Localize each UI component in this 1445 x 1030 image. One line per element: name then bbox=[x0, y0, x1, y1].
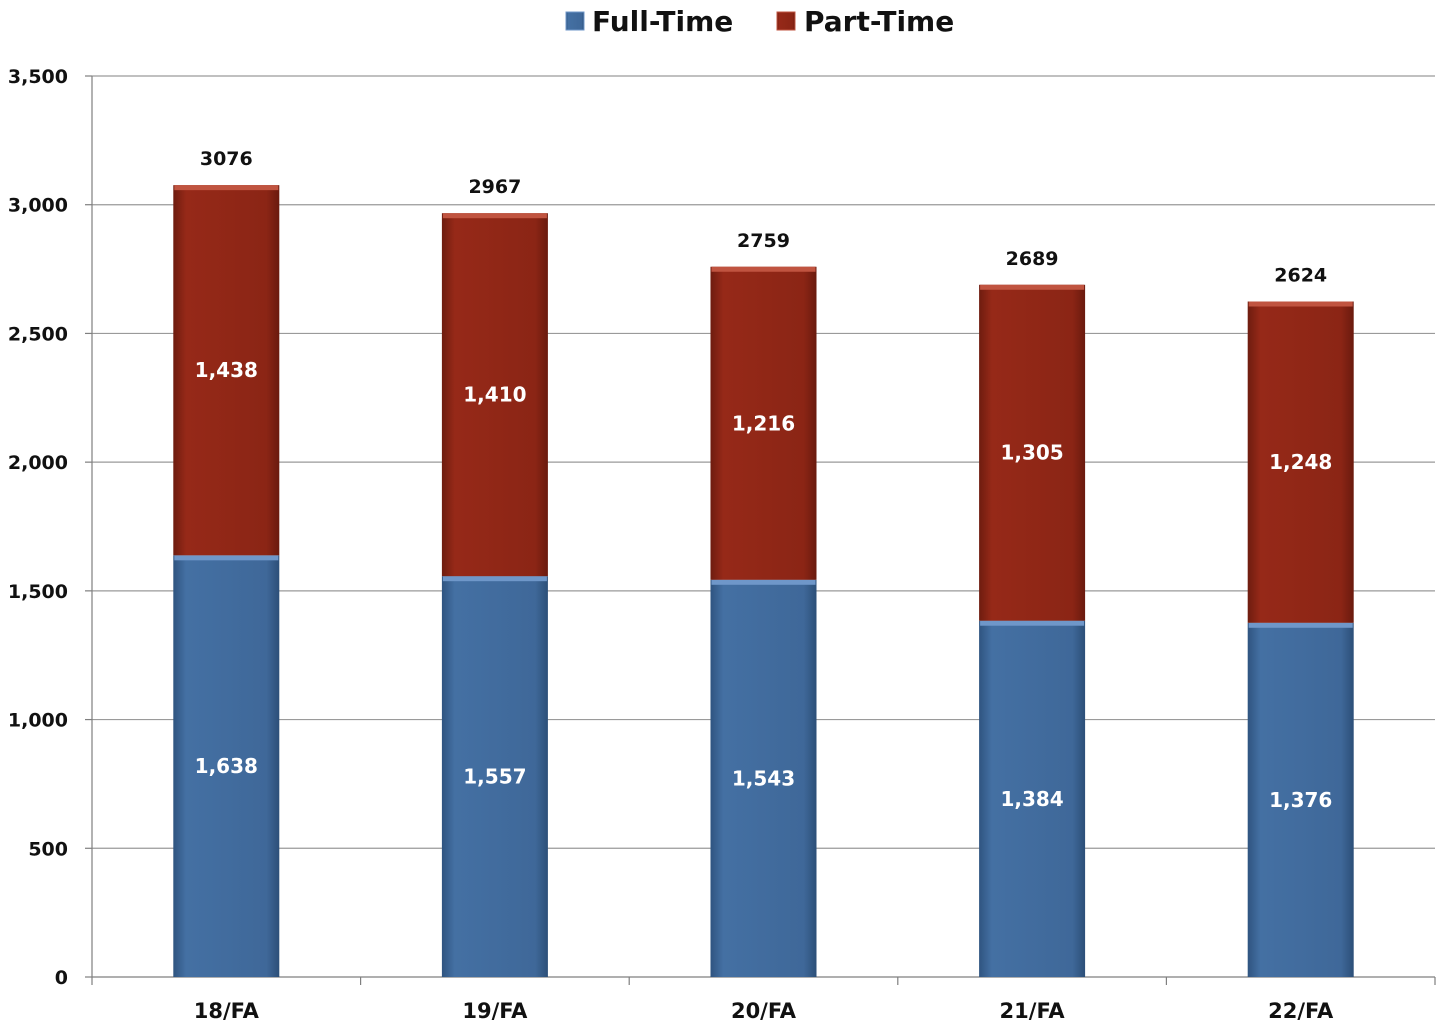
bar-full-time bbox=[979, 620, 1086, 977]
bar-full-time-bevel bbox=[980, 620, 1085, 626]
bars bbox=[173, 185, 1354, 977]
y-tick-label: 3,500 bbox=[8, 66, 68, 88]
data-label-part-time: 1,410 bbox=[463, 383, 526, 407]
bar-full-time-bevel bbox=[442, 576, 547, 582]
y-tick-label: 1,500 bbox=[8, 581, 68, 603]
bar-part-time-bevel bbox=[1248, 301, 1353, 307]
data-label-total: 2624 bbox=[1274, 265, 1327, 287]
bar-part-time-bevel bbox=[442, 213, 547, 219]
bar-part-time bbox=[710, 266, 817, 580]
y-tick-label: 2,000 bbox=[8, 452, 68, 474]
y-tick-label: 0 bbox=[55, 967, 68, 989]
bar-part-time bbox=[441, 213, 548, 577]
bar-full-time bbox=[1247, 622, 1354, 977]
y-tick-label: 500 bbox=[28, 838, 68, 860]
bar-part-time bbox=[979, 284, 1086, 621]
data-label-part-time: 1,438 bbox=[195, 358, 258, 382]
y-axis-ticks: 0 500 1,000 1,500 2,000 2,500 3,000 3,500 bbox=[8, 66, 92, 989]
data-label-total: 2689 bbox=[1006, 248, 1059, 270]
bar-part-time-bevel bbox=[980, 284, 1085, 290]
data-label-full-time: 1,543 bbox=[732, 766, 795, 790]
y-tick-label: 1,000 bbox=[8, 710, 68, 732]
legend-item-part-time: Part-Time bbox=[804, 5, 954, 38]
bar-full-time-bevel bbox=[711, 579, 816, 585]
x-tick-label: 19/FA bbox=[462, 999, 528, 1023]
y-tick-label: 2,500 bbox=[8, 323, 68, 345]
y-tick-label: 3,000 bbox=[8, 195, 68, 217]
data-label-part-time: 1,305 bbox=[1000, 441, 1063, 465]
data-label-total: 3076 bbox=[200, 148, 253, 170]
data-label-total: 2967 bbox=[468, 176, 521, 198]
data-label-part-time: 1,248 bbox=[1269, 450, 1332, 474]
data-label-full-time: 1,376 bbox=[1269, 788, 1332, 812]
data-label-full-time: 1,384 bbox=[1000, 787, 1063, 811]
x-tick-label: 20/FA bbox=[731, 999, 797, 1023]
bar-full-time bbox=[441, 576, 548, 977]
data-labels: 1,638 1,438 3076 18/FA 1,557 1,410 2967 19/FA 1,… bbox=[194, 148, 1334, 1023]
legend-swatch bbox=[776, 11, 796, 31]
legend-swatch bbox=[565, 11, 585, 31]
bar-part-time bbox=[1247, 301, 1354, 623]
x-tick-label: 18/FA bbox=[194, 999, 260, 1023]
legend: Full-Time Part-Time bbox=[565, 5, 954, 38]
data-label-total: 2759 bbox=[737, 230, 790, 252]
bar-full-time bbox=[173, 555, 280, 977]
bar-full-time-bevel bbox=[174, 555, 279, 561]
bar-full-time bbox=[710, 579, 817, 977]
legend-item-full-time: Full-Time bbox=[592, 5, 733, 38]
x-tick-label: 22/FA bbox=[1268, 999, 1334, 1023]
x-tick-label: 21/FA bbox=[1000, 999, 1066, 1023]
data-label-part-time: 1,216 bbox=[732, 411, 795, 435]
bar-part-time-bevel bbox=[711, 266, 816, 272]
bar-part-time-bevel bbox=[174, 185, 279, 191]
bar-part-time bbox=[173, 185, 280, 556]
data-label-full-time: 1,638 bbox=[195, 754, 258, 778]
data-label-full-time: 1,557 bbox=[463, 765, 526, 789]
bar-full-time-bevel bbox=[1248, 622, 1353, 628]
